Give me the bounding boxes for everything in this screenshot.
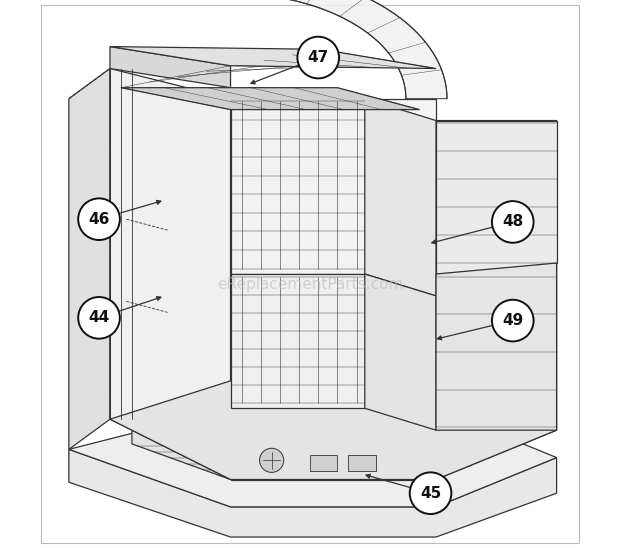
Text: 48: 48: [502, 214, 523, 230]
Text: 46: 46: [88, 212, 110, 227]
Polygon shape: [436, 121, 557, 480]
Text: 49: 49: [502, 313, 523, 328]
Circle shape: [78, 198, 120, 240]
Polygon shape: [69, 408, 557, 507]
Polygon shape: [121, 88, 420, 110]
Polygon shape: [110, 47, 231, 88]
Text: 47: 47: [308, 50, 329, 65]
Text: eReplacementParts.com: eReplacementParts.com: [217, 277, 403, 293]
Polygon shape: [69, 68, 110, 449]
Bar: [348, 455, 376, 471]
Polygon shape: [110, 381, 557, 480]
Polygon shape: [436, 121, 557, 274]
Circle shape: [410, 472, 451, 514]
Polygon shape: [231, 99, 365, 274]
Polygon shape: [365, 99, 436, 296]
Polygon shape: [365, 274, 436, 430]
Circle shape: [298, 37, 339, 78]
Circle shape: [260, 448, 284, 472]
Polygon shape: [231, 274, 365, 408]
Circle shape: [78, 297, 120, 339]
Polygon shape: [132, 408, 365, 480]
Polygon shape: [110, 47, 436, 68]
Polygon shape: [110, 68, 231, 480]
Circle shape: [492, 300, 534, 341]
Polygon shape: [231, 99, 436, 480]
Text: 44: 44: [89, 310, 110, 326]
Bar: [310, 455, 337, 471]
Circle shape: [492, 201, 534, 243]
Polygon shape: [436, 263, 557, 430]
Polygon shape: [69, 449, 557, 537]
Polygon shape: [231, 0, 447, 99]
Text: 45: 45: [420, 486, 441, 501]
